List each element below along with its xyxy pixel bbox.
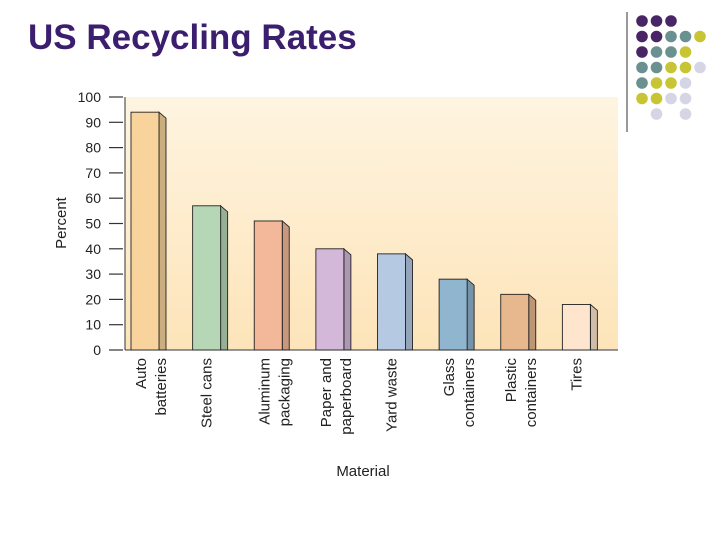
- y-tick-label: 50: [85, 216, 101, 232]
- bar-front: [253, 220, 283, 351]
- decorative-dot: [679, 92, 692, 105]
- decorative-dot: [665, 46, 677, 58]
- decorative-dot: [650, 46, 663, 58]
- decorative-dot: [650, 77, 663, 89]
- x-category-label: Auto batteries: [133, 358, 170, 416]
- decorative-dot: [679, 77, 692, 89]
- decorative-dot: [679, 61, 692, 74]
- bar-side: [466, 278, 475, 351]
- decorative-dot: [636, 46, 648, 58]
- bar-side: [281, 219, 290, 351]
- bar-front: [500, 293, 530, 351]
- x-category-label: Aluminum packaging: [256, 358, 293, 426]
- bar-front: [438, 278, 468, 351]
- y-tick-label: 30: [85, 266, 101, 282]
- y-tick-label: 80: [85, 140, 101, 156]
- y-tick-label: 10: [85, 317, 101, 333]
- bar-side: [405, 252, 413, 351]
- bar-side: [158, 111, 167, 351]
- decorative-dot: [665, 15, 677, 27]
- bar: [438, 278, 475, 351]
- y-tick-label: 100: [78, 89, 102, 105]
- bar: [377, 252, 413, 351]
- bar-side: [589, 303, 598, 351]
- x-category-label: Paper and paperboard: [318, 358, 355, 435]
- decorative-dot: [636, 61, 648, 74]
- decorative-dot: [650, 30, 663, 43]
- y-tick-label: 90: [85, 114, 101, 130]
- decorative-dot: [650, 108, 663, 120]
- y-tick-label: 60: [85, 190, 101, 206]
- decorative-dot: [679, 30, 692, 43]
- decorative-dot: [679, 46, 692, 58]
- y-tick-label: 40: [85, 241, 101, 257]
- decorative-dot: [694, 30, 706, 43]
- bar-side: [220, 204, 229, 351]
- x-axis-label: Material: [336, 463, 389, 480]
- bar-front: [192, 205, 222, 351]
- decorative-dot: [636, 30, 648, 43]
- decorative-dot-grid: [626, 12, 706, 132]
- x-category-label: Steel cans: [199, 358, 216, 428]
- bar-front: [561, 304, 591, 351]
- bar: [130, 111, 167, 351]
- y-tick-label: 0: [93, 342, 101, 358]
- decorative-dot: [665, 92, 677, 105]
- bar-side: [343, 247, 352, 351]
- bar-side: [528, 293, 537, 351]
- x-category-label: Plastic containers: [503, 358, 540, 428]
- bar: [500, 293, 537, 351]
- decorative-dot: [650, 92, 663, 105]
- decorative-dot: [636, 15, 648, 27]
- bar-front: [377, 253, 406, 351]
- x-category-label: Glass containers: [441, 358, 478, 427]
- decorative-dot: [636, 92, 648, 105]
- bar: [253, 219, 290, 351]
- decorative-dot: [665, 30, 677, 43]
- slide-title: US Recycling Rates: [28, 18, 357, 57]
- y-axis-label: Percent: [53, 196, 70, 249]
- bar-front: [130, 111, 160, 351]
- x-category-label: Yard waste: [384, 358, 401, 432]
- decorative-dot: [636, 77, 648, 89]
- decorative-dot: [650, 15, 663, 27]
- decorative-dot: [665, 77, 677, 89]
- bar: [315, 247, 352, 351]
- decorative-dot: [665, 61, 677, 74]
- decorative-dot: [694, 61, 706, 74]
- y-tick-label: 70: [85, 165, 101, 181]
- bar: [561, 303, 598, 351]
- decorative-dot: [650, 61, 663, 74]
- bar: [192, 204, 229, 351]
- y-tick-label: 20: [85, 291, 101, 307]
- decorative-dot: [679, 108, 692, 120]
- bar-front: [315, 248, 345, 351]
- x-category-label: Tires: [568, 358, 585, 391]
